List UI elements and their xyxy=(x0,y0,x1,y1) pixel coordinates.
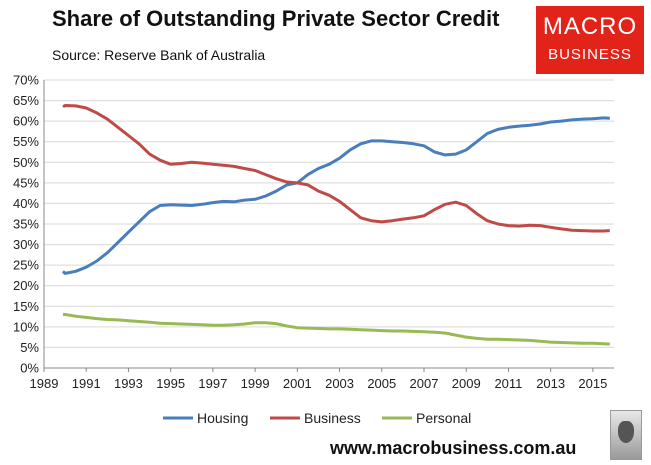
website-url: www.macrobusiness.com.au xyxy=(330,438,577,458)
x-tick-label: 1991 xyxy=(72,376,101,391)
y-tick-label: 10% xyxy=(13,319,39,334)
y-tick-label: 20% xyxy=(13,278,39,293)
x-tick-label: 1999 xyxy=(241,376,270,391)
legend-label-housing: Housing xyxy=(197,410,248,426)
x-tick-label: 2013 xyxy=(536,376,565,391)
y-tick-label: 35% xyxy=(13,217,39,232)
wolf-icon xyxy=(610,410,642,460)
x-tick-label: 2005 xyxy=(367,376,396,391)
series-line-housing xyxy=(61,116,610,275)
y-tick-label: 70% xyxy=(13,73,39,88)
legend-label-business: Business xyxy=(304,410,361,426)
x-tick-label: 2001 xyxy=(283,376,312,391)
x-tick-label: 2009 xyxy=(452,376,481,391)
x-tick-label: 2007 xyxy=(410,376,439,391)
x-tick-label: 1989 xyxy=(30,376,59,391)
chart-source: Source: Reserve Bank of Australia xyxy=(52,47,266,63)
y-tick-label: 15% xyxy=(13,299,39,314)
y-tick-label: 45% xyxy=(13,175,39,190)
x-tick-label: 2003 xyxy=(325,376,354,391)
x-tick-label: 1997 xyxy=(198,376,227,391)
y-tick-label: 5% xyxy=(20,340,39,355)
y-tick-label: 60% xyxy=(13,114,39,129)
legend-label-personal: Personal xyxy=(416,410,471,426)
y-tick-label: 40% xyxy=(13,196,39,211)
x-tick-label: 1993 xyxy=(114,376,143,391)
series-line-business xyxy=(62,104,610,233)
y-tick-label: 50% xyxy=(13,155,39,170)
x-tick-label: 2011 xyxy=(494,376,522,391)
logo-line-2: BUSINESS xyxy=(548,46,632,63)
logo-line-1: MACRO xyxy=(542,13,638,40)
x-tick-label: 1995 xyxy=(156,376,185,391)
x-tick-label: 2015 xyxy=(578,376,607,391)
y-tick-label: 30% xyxy=(13,237,39,252)
y-tick-label: 55% xyxy=(13,134,39,149)
chart-title: Share of Outstanding Private Sector Cred… xyxy=(52,6,500,31)
macrobusiness-logo: MACRO BUSINESS xyxy=(536,6,644,74)
y-tick-label: 25% xyxy=(13,258,39,273)
y-tick-label: 65% xyxy=(13,93,39,108)
y-tick-label: 0% xyxy=(20,361,39,376)
series-line-personal xyxy=(63,313,610,346)
